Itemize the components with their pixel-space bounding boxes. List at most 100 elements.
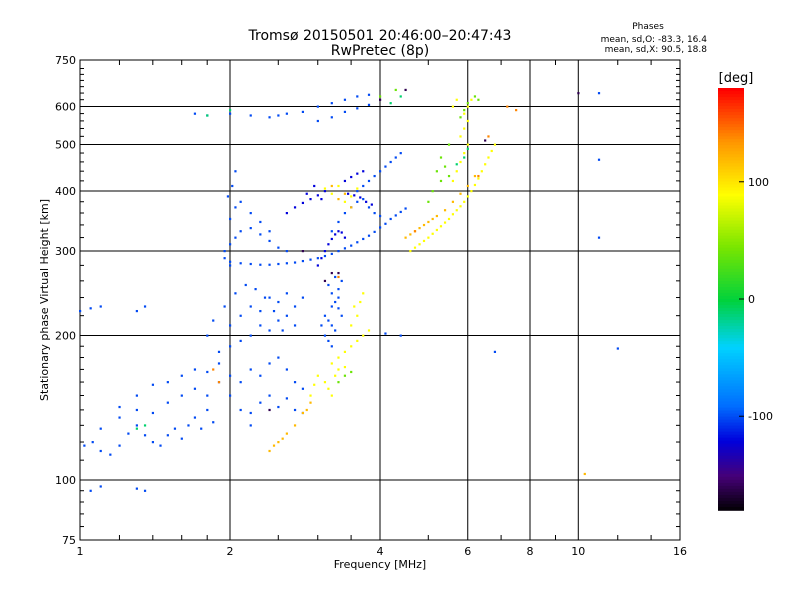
- scatter-point: [343, 98, 347, 101]
- colorbar-segment: [718, 419, 744, 424]
- scatter-point: [356, 190, 359, 193]
- scatter-point: [89, 307, 92, 310]
- colorbar-segment: [718, 311, 744, 315]
- colorbar-segment: [718, 208, 744, 213]
- scatter-point: [350, 206, 353, 209]
- scatter-point: [229, 243, 232, 246]
- colorbar-segment: [718, 151, 744, 156]
- colorbar-segment: [718, 202, 744, 207]
- colorbar-segment: [718, 374, 744, 379]
- scatter-point: [268, 329, 271, 332]
- colorbar-segment: [718, 446, 744, 451]
- scatter-point: [399, 95, 402, 98]
- scatter-point: [399, 334, 402, 337]
- colorbar-segment: [718, 286, 744, 291]
- scatter-point: [466, 143, 469, 146]
- scatter-point: [313, 184, 316, 188]
- x-tick-label: 1: [77, 545, 84, 558]
- scatter-point: [301, 296, 305, 299]
- scatter-point: [327, 283, 330, 287]
- colorbar-segment: [718, 335, 744, 339]
- scatter-point: [337, 198, 340, 201]
- colorbar-segment: [718, 136, 744, 141]
- scatter-point: [234, 236, 237, 239]
- scatter-point: [285, 250, 288, 253]
- scatter-point: [143, 489, 147, 492]
- colorbar-segment: [718, 491, 744, 496]
- colorbar-segment: [718, 271, 744, 276]
- scatter-point: [239, 314, 242, 317]
- scatter-point: [343, 350, 347, 353]
- scatter-point: [330, 116, 333, 119]
- scatter-point: [330, 192, 333, 195]
- scatter-point: [362, 292, 365, 295]
- scatter-point: [384, 222, 387, 225]
- x-tick-label: 8: [527, 545, 534, 558]
- scatter-point: [334, 300, 337, 304]
- scatter-point: [356, 339, 359, 343]
- scatter-point: [394, 156, 397, 159]
- colorbar-segment: [718, 359, 744, 364]
- scatter-point: [323, 381, 327, 384]
- scatter-point: [373, 230, 376, 233]
- scatter-point: [418, 227, 421, 230]
- scatter-point: [293, 206, 297, 209]
- scatter-point: [439, 225, 443, 228]
- grid-lines: [80, 60, 680, 540]
- scatter-point: [268, 263, 271, 266]
- scatter-point: [470, 190, 473, 193]
- colorbar-segment: [718, 368, 744, 373]
- scatter-point: [91, 441, 94, 444]
- colorbar-segment: [718, 428, 744, 433]
- x-tick-label: 10: [571, 545, 585, 558]
- scatter-point: [455, 209, 458, 212]
- scatter-point: [343, 192, 347, 195]
- scatter-point: [459, 205, 462, 208]
- scatter-point: [330, 271, 333, 275]
- scatter-point: [217, 362, 221, 365]
- scatter-point: [439, 179, 443, 183]
- colorbar-segment: [718, 292, 744, 297]
- scatter-point: [466, 119, 469, 123]
- scatter-point: [330, 237, 333, 241]
- colorbar-segment: [718, 503, 744, 508]
- scatter-point: [337, 288, 340, 291]
- scatter-point: [597, 158, 601, 161]
- scatter-point: [293, 424, 297, 427]
- colorbar-segment: [718, 449, 744, 454]
- scatter-point: [135, 487, 138, 490]
- scatter-point: [249, 227, 252, 230]
- colorbar-segment: [718, 410, 744, 415]
- scatter-point: [143, 305, 147, 308]
- x-tick-label: 2: [227, 545, 234, 558]
- scatter-point: [404, 236, 407, 239]
- colorbar-segment: [718, 205, 744, 210]
- scatter-point: [463, 152, 466, 155]
- scatter-point: [305, 192, 308, 195]
- scatter-point: [301, 259, 305, 263]
- scatter-point: [340, 231, 343, 234]
- scatter-point: [249, 212, 252, 215]
- colorbar-segment: [718, 437, 744, 442]
- colorbar-segment: [718, 91, 744, 95]
- colorbar-segment: [718, 211, 744, 216]
- scatter-point: [477, 98, 480, 101]
- colorbar-segment: [718, 476, 744, 481]
- colorbar-segment: [718, 377, 744, 382]
- colorbar-segment: [718, 470, 744, 475]
- colorbar-segment: [718, 350, 744, 355]
- scatter-point: [180, 394, 183, 397]
- scatter-point: [301, 411, 305, 415]
- scatter-point: [362, 184, 365, 188]
- scatter-point: [466, 147, 469, 150]
- scatter-point: [470, 98, 473, 101]
- scatter-point: [334, 374, 337, 377]
- colorbar-segment: [718, 160, 744, 165]
- scatter-point: [263, 296, 267, 299]
- scatter-point: [409, 233, 412, 236]
- scatter-point: [451, 179, 455, 183]
- colorbar-segment: [718, 103, 744, 107]
- colorbar-segment: [718, 166, 744, 171]
- scatter-point: [367, 93, 371, 96]
- colorbar-segment: [718, 365, 744, 370]
